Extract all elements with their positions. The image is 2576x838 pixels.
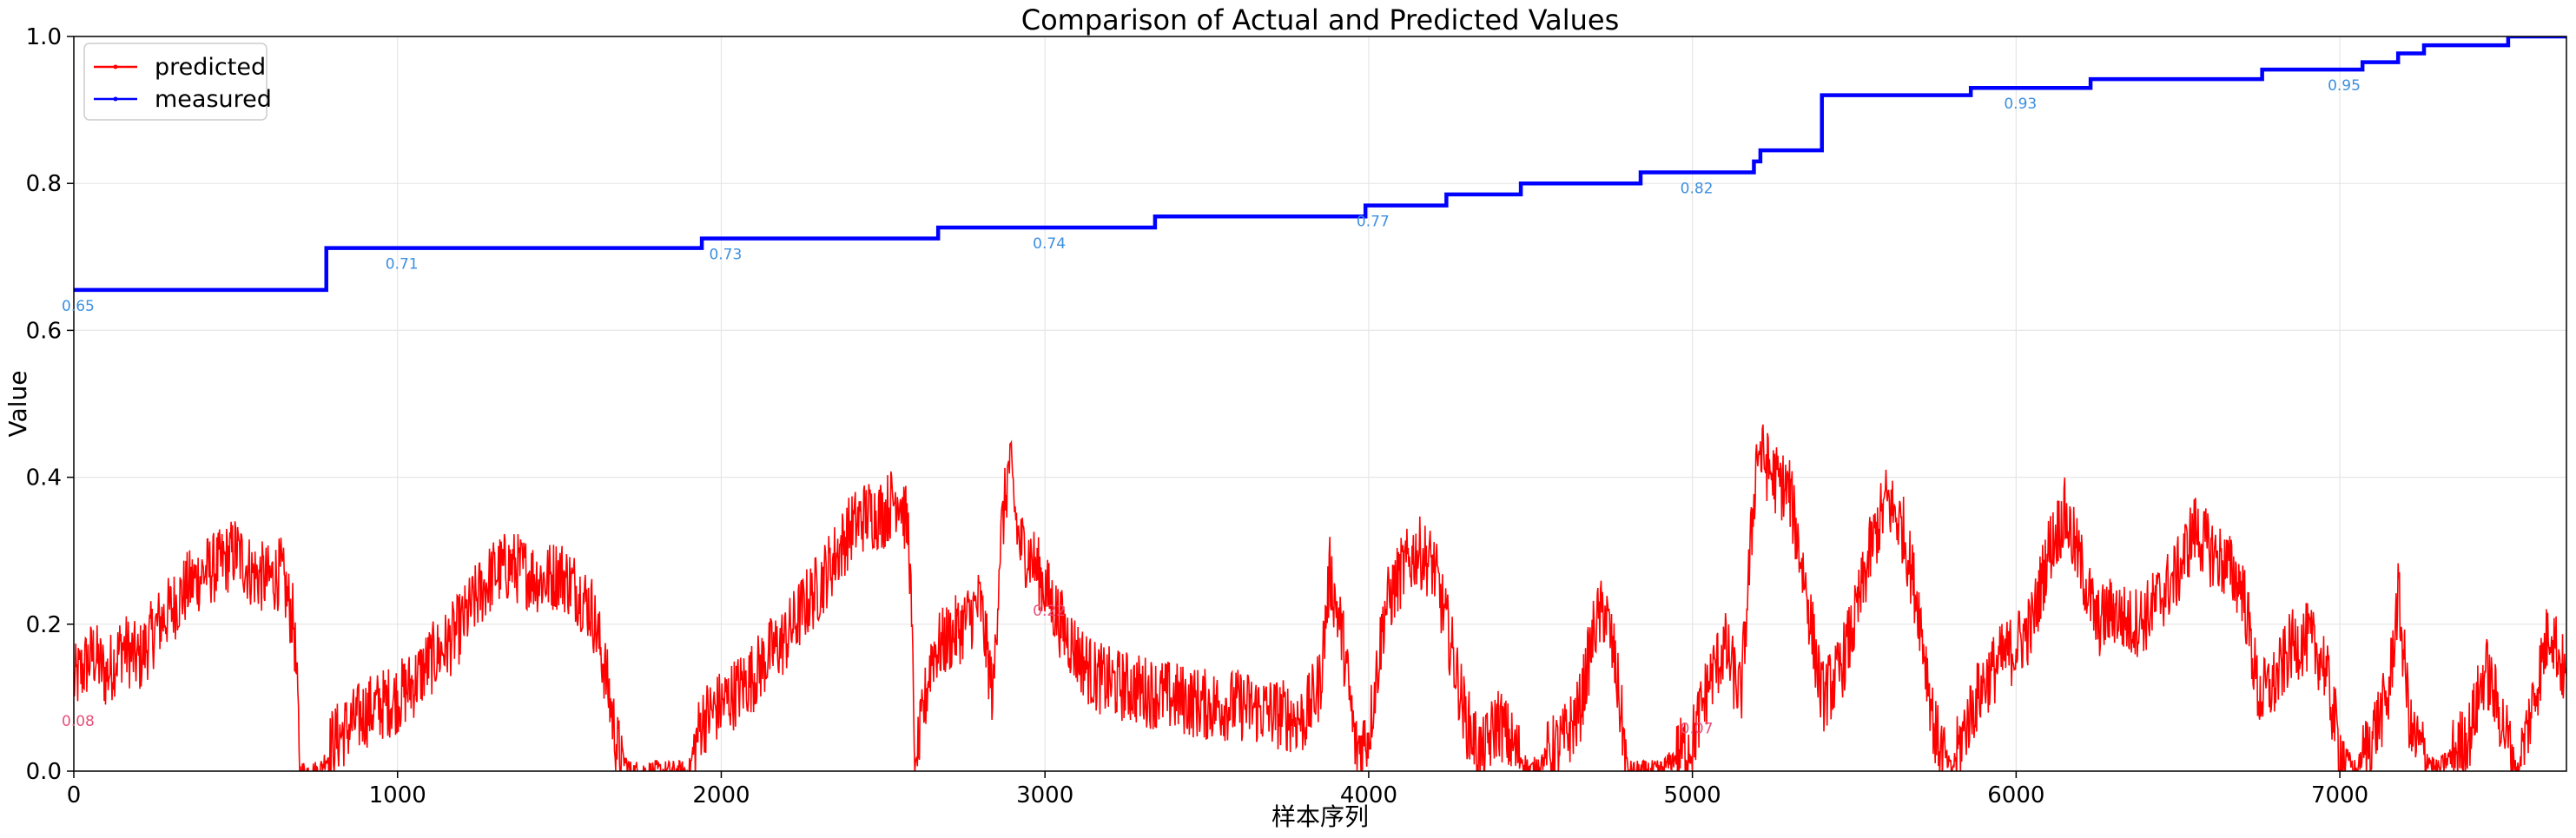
data-annotation: 0.71 <box>386 256 419 274</box>
data-annotation: 0.22 <box>1033 603 1066 620</box>
data-annotation: 0.73 <box>709 247 742 264</box>
x-tick-label: 3000 <box>1016 782 1073 808</box>
legend-label-measured: measured <box>155 86 272 113</box>
y-tick-label: 0.0 <box>26 759 62 785</box>
legend-label-predicted: predicted <box>155 54 266 81</box>
y-tick-label: 1.0 <box>26 24 62 50</box>
y-tick-label: 0.6 <box>26 318 62 344</box>
x-tick-label: 2000 <box>692 782 750 808</box>
data-annotation: 0.95 <box>2328 77 2361 95</box>
data-annotations: 0.65 0.71 0.73 0.74 0.77 0.82 0.93 0.95 0.08 0.22… <box>62 77 2361 737</box>
data-annotation: 0.65 <box>62 298 95 315</box>
data-annotation: 0.77 <box>1357 214 1390 231</box>
y-axis-label: Value <box>3 371 32 438</box>
x-tick-label: 5000 <box>1664 782 1721 808</box>
data-annotation: 0.07 <box>1681 720 1714 737</box>
y-tick-label: 0.4 <box>26 465 62 492</box>
y-tick-label: 0.2 <box>26 612 62 638</box>
axis-ticks: 0 1000 2000 3000 4000 5000 6000 70000.00.20.40.… <box>26 24 2369 808</box>
plot-frame <box>73 36 2567 772</box>
x-tick-label: 1000 <box>369 782 426 808</box>
x-tick-label: 6000 <box>1987 782 2044 808</box>
legend: predicted measured <box>83 43 272 121</box>
data-annotation: 0.82 <box>1681 181 1714 198</box>
data-annotation: 0.74 <box>1033 235 1066 253</box>
x-tick-label: 7000 <box>2311 782 2368 808</box>
plot-area <box>74 36 2566 771</box>
chart-title: Comparison of Actual and Predicted Value… <box>1021 3 1620 36</box>
x-tick-label: 0 <box>67 782 82 808</box>
legend-marker-predicted <box>113 64 118 69</box>
y-tick-label: 0.8 <box>26 171 62 197</box>
data-annotation: 0.08 <box>62 713 95 730</box>
legend-box <box>83 43 268 121</box>
data-annotation: 0.93 <box>2004 96 2037 113</box>
x-axis-label: 样本序列 <box>1271 802 1369 831</box>
x-tick-label: 4000 <box>1340 782 1397 808</box>
predicted-series-line <box>74 424 2566 771</box>
legend-marker-measured <box>113 96 118 102</box>
measured-series-line <box>74 36 2566 293</box>
